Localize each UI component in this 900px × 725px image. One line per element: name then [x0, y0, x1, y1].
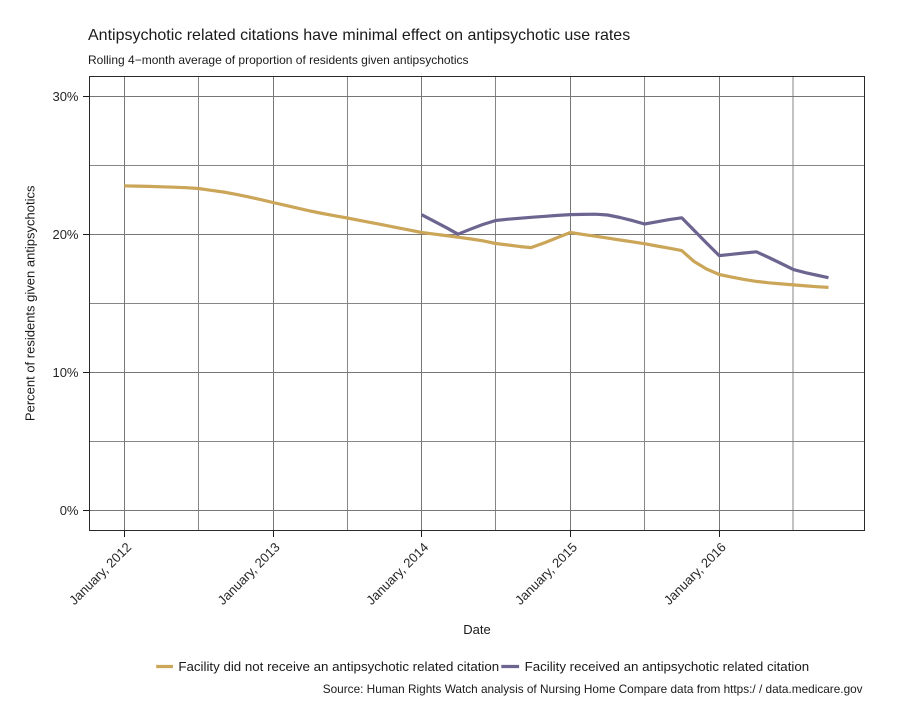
svg-text:Facility received an antipsych: Facility received an antipsychotic relat…: [525, 659, 810, 674]
svg-text:Rolling 4−month average of pro: Rolling 4−month average of proportion of…: [88, 53, 469, 67]
svg-text:Source: Human Rights Watch ana: Source: Human Rights Watch analysis of N…: [323, 682, 863, 696]
svg-text:Antipsychotic related citation: Antipsychotic related citations have min…: [88, 27, 630, 44]
svg-text:30%: 30%: [52, 89, 78, 104]
svg-text:10%: 10%: [52, 365, 78, 380]
svg-text:0%: 0%: [60, 503, 79, 518]
svg-text:20%: 20%: [52, 227, 78, 242]
svg-text:Date: Date: [463, 622, 490, 637]
svg-text:Percent of residents given ant: Percent of residents given antipsychotic…: [23, 185, 38, 421]
svg-text:Facility did not receive an an: Facility did not receive an antipsychoti…: [178, 659, 499, 674]
